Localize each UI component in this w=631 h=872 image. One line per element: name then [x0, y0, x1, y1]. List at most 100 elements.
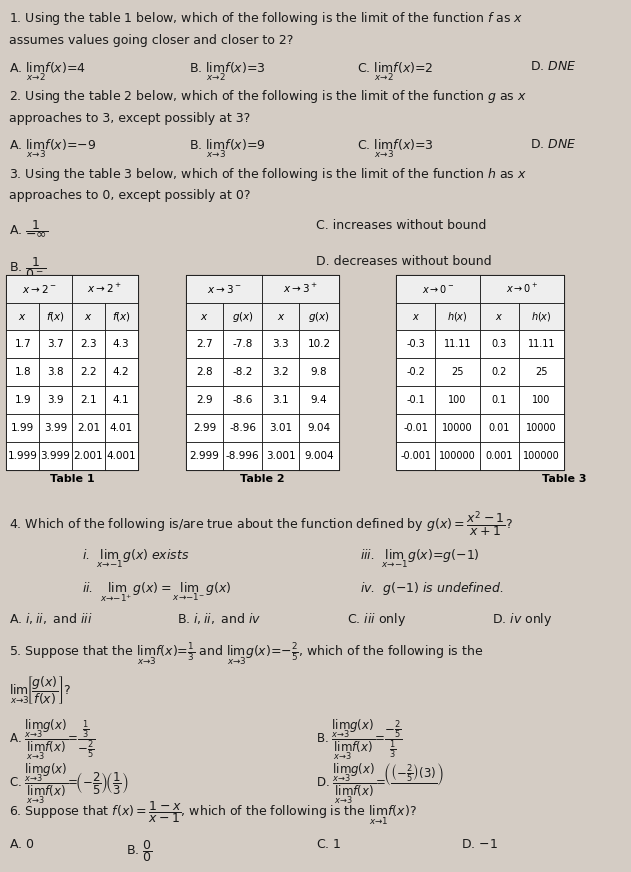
Bar [262, 358, 299, 386]
Bar [223, 414, 262, 442]
Text: $h(x)$: $h(x)$ [447, 310, 468, 323]
Text: 9.004: 9.004 [304, 451, 334, 461]
Text: Table 1: Table 1 [50, 474, 94, 484]
Bar [39, 442, 72, 470]
Text: B. $i, ii,$ and $iv$: B. $i, ii,$ and $iv$ [177, 611, 261, 626]
Text: -8.96: -8.96 [229, 423, 256, 433]
Text: $f(x)$: $f(x)$ [112, 310, 131, 323]
Text: $g(x)$: $g(x)$ [308, 310, 330, 324]
Bar [186, 275, 339, 470]
Bar [519, 442, 564, 470]
Bar [6, 358, 39, 386]
Text: D. $DNE$: D. $DNE$ [530, 138, 577, 151]
Text: $x$: $x$ [495, 311, 503, 322]
Bar [435, 442, 480, 470]
Text: $h(x)$: $h(x)$ [531, 310, 551, 323]
Bar [396, 386, 435, 414]
Text: 1.7: 1.7 [15, 339, 31, 350]
Bar [223, 303, 262, 330]
Text: 2.7: 2.7 [196, 339, 213, 350]
Text: -8.996: -8.996 [226, 451, 259, 461]
Text: 10000: 10000 [442, 423, 473, 433]
Text: $x$: $x$ [412, 311, 420, 322]
Bar [223, 330, 262, 358]
Text: 100: 100 [448, 395, 467, 405]
Text: -0.001: -0.001 [400, 451, 432, 461]
Bar [262, 414, 299, 442]
Text: C. $\lim_{x\to 3} f(x) = 3$: C. $\lim_{x\to 3} f(x) = 3$ [357, 138, 433, 160]
Text: D. decreases without bound: D. decreases without bound [316, 255, 491, 269]
Text: -0.2: -0.2 [406, 367, 425, 378]
Bar [519, 358, 564, 386]
Text: 100: 100 [532, 395, 551, 405]
Bar [396, 358, 435, 386]
Bar [435, 358, 480, 386]
Text: C. $\lim_{x\to 2} f(x) = 2$: C. $\lim_{x\to 2} f(x) = 2$ [357, 60, 433, 83]
Text: 9.4: 9.4 [310, 395, 327, 405]
Text: 9.8: 9.8 [310, 367, 327, 378]
Text: -0.01: -0.01 [403, 423, 428, 433]
Text: $f(x)$: $f(x)$ [46, 310, 65, 323]
Bar [105, 358, 138, 386]
Text: A. $\lim_{x\to 3} f(x) = -9$: A. $\lim_{x\to 3} f(x) = -9$ [9, 138, 97, 160]
Text: 4.2: 4.2 [113, 367, 129, 378]
Text: 2.001: 2.001 [74, 451, 103, 461]
Bar [396, 303, 435, 330]
Text: approaches to 0, except possibly at 0?: approaches to 0, except possibly at 0? [9, 189, 251, 202]
Bar [6, 275, 138, 470]
Bar [480, 303, 519, 330]
Text: approaches to 3, except possibly at 3?: approaches to 3, except possibly at 3? [9, 112, 251, 125]
Text: 2.2: 2.2 [80, 367, 97, 378]
Text: 2.9: 2.9 [196, 395, 213, 405]
Text: iii.$\;$ $\lim_{x\to -1} g(x) = g(-1)$: iii.$\;$ $\lim_{x\to -1} g(x) = g(-1)$ [360, 548, 480, 570]
Bar [480, 386, 519, 414]
Bar [480, 275, 564, 303]
Text: 4.1: 4.1 [113, 395, 129, 405]
Text: 1.8: 1.8 [15, 367, 31, 378]
Text: 3.2: 3.2 [273, 367, 289, 378]
Text: $x \to 3^+$: $x \to 3^+$ [283, 282, 318, 296]
Text: 3.99: 3.99 [44, 423, 67, 433]
Bar [396, 330, 435, 358]
Text: 2.8: 2.8 [196, 367, 213, 378]
Text: 2.999: 2.999 [189, 451, 220, 461]
Text: B. $\dfrac{0}{0}$: B. $\dfrac{0}{0}$ [126, 838, 153, 864]
Text: B. $\lim_{x\to 3} f(x) = 9$: B. $\lim_{x\to 3} f(x) = 9$ [189, 138, 266, 160]
Bar [223, 442, 262, 470]
Bar [72, 442, 105, 470]
Text: 4.01: 4.01 [110, 423, 133, 433]
Text: 3.1: 3.1 [273, 395, 289, 405]
Text: 3.3: 3.3 [273, 339, 289, 350]
Bar [396, 275, 480, 303]
Bar [6, 386, 39, 414]
Bar [72, 275, 138, 303]
Text: $x \to 2^+$: $x \to 2^+$ [88, 282, 122, 296]
Text: A. $i, ii,$ and $iii$: A. $i, ii,$ and $iii$ [9, 611, 93, 626]
Text: $x \to 2^-$: $x \to 2^-$ [22, 283, 56, 295]
Text: D. $DNE$: D. $DNE$ [530, 60, 577, 73]
Text: 1.99: 1.99 [11, 423, 34, 433]
Text: $g(x)$: $g(x)$ [232, 310, 254, 324]
Bar [72, 358, 105, 386]
Text: B. $\lim_{x\to 2} f(x) = 3$: B. $\lim_{x\to 2} f(x) = 3$ [189, 60, 266, 83]
Text: 0.1: 0.1 [492, 395, 507, 405]
Bar [262, 303, 299, 330]
Bar [105, 442, 138, 470]
Text: 9.04: 9.04 [307, 423, 331, 433]
Text: C. $\dfrac{\lim_{x\to 3} g(x)}{\lim_{x\to 3} f(x)} = \!\left(-\dfrac{2}{5}\right: C. $\dfrac{\lim_{x\to 3} g(x)}{\lim_{x\t… [9, 761, 129, 806]
Text: Table 3: Table 3 [543, 474, 587, 484]
Bar [435, 414, 480, 442]
Text: C. increases without bound: C. increases without bound [316, 219, 486, 232]
Text: A. $\dfrac{\lim_{x\to 3} g(x)}{\lim_{x\to 3} f(x)} = \dfrac{\frac{1}{3}}{-\frac{: A. $\dfrac{\lim_{x\to 3} g(x)}{\lim_{x\t… [9, 718, 97, 762]
Bar [186, 330, 223, 358]
Bar [186, 414, 223, 442]
Bar [480, 330, 519, 358]
Text: 4. Which of the following is/are true about the function defined by $g(x) = \dfr: 4. Which of the following is/are true ab… [9, 509, 514, 539]
Text: 0.3: 0.3 [492, 339, 507, 350]
Bar [519, 303, 564, 330]
Text: 0.01: 0.01 [488, 423, 510, 433]
Text: $x$: $x$ [200, 311, 209, 322]
Text: 1.9: 1.9 [15, 395, 31, 405]
Text: 3.01: 3.01 [269, 423, 292, 433]
Text: 25: 25 [451, 367, 464, 378]
